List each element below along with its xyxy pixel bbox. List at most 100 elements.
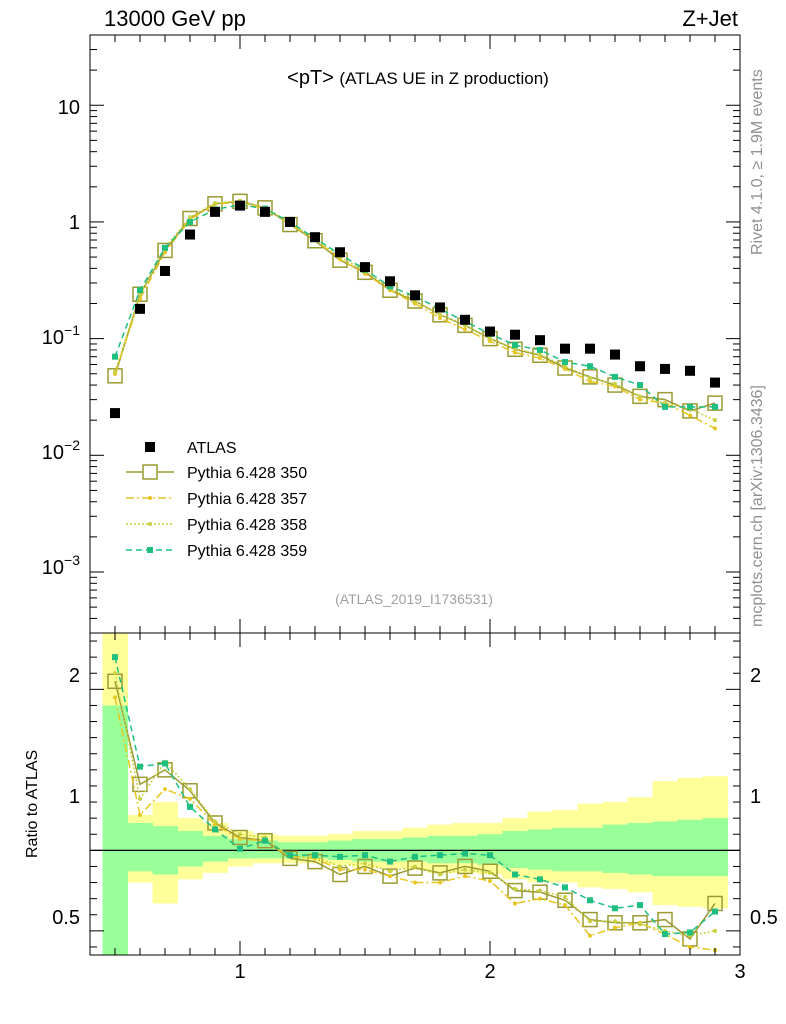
ratio-point-4 [287, 852, 293, 859]
main-series-line-4 [114, 204, 715, 408]
ratio-point-3 [138, 796, 142, 801]
main-series-line-2 [114, 201, 716, 430]
ratio-point-3 [588, 919, 592, 924]
ratio-point-4 [237, 845, 243, 852]
ratio-point-2 [163, 787, 167, 792]
main-point-2 [588, 379, 592, 384]
legend-marker-350 [142, 464, 158, 480]
band-green-bin [452, 835, 478, 864]
atlas-data-point [135, 303, 145, 314]
ratio-point-1 [357, 858, 373, 875]
y-tick-label-0.001: 10−3 [42, 552, 80, 579]
ratio-series-4 [112, 654, 718, 938]
atlas-data-point [260, 206, 270, 217]
main-point-1 [632, 388, 648, 405]
ratio-point-4 [437, 852, 443, 859]
legend-entry-atlas: ATLAS [145, 440, 237, 457]
analysis-id-label: (ATLAS_2019_I1736531) [335, 591, 493, 607]
ratio-y-tick-2: 2 [69, 665, 80, 687]
main-point-3 [538, 352, 542, 357]
main-point-4 [637, 382, 643, 389]
ratio-point-4 [712, 908, 718, 915]
legend-label-358: Pythia 6.428 358 [187, 517, 307, 534]
main-series-line-1 [114, 200, 716, 412]
ratio-point-2 [563, 903, 567, 908]
main-point-4 [137, 287, 143, 294]
ratio-point-1 [582, 911, 598, 928]
atlas-data-point [660, 363, 670, 374]
ratio-point-3 [563, 895, 567, 900]
main-point-2 [463, 327, 467, 332]
band-green-bin [677, 819, 703, 877]
ratio-y-tick-1-right: 1 [750, 786, 761, 808]
main-point-4 [562, 359, 568, 366]
band-green-bin [527, 829, 553, 870]
legend: ATLAS Pythia 6.428 350 Pythia 6.428 357 … [126, 440, 307, 560]
ratio-point-2 [388, 874, 392, 879]
ratio-point-1 [657, 911, 673, 928]
atlas-data-point [535, 335, 545, 346]
ratio-point-1 [507, 882, 523, 899]
legend-marker-atlas [145, 442, 155, 452]
ratio-point-3 [463, 867, 467, 872]
x-tick-label-1: 1 [234, 961, 245, 983]
main-point-2 [363, 271, 367, 276]
main-point-1 [157, 242, 173, 259]
ratio-point-3 [538, 888, 542, 893]
legend-label-357: Pythia 6.428 357 [187, 491, 307, 508]
main-point-4 [712, 403, 718, 410]
ratio-point-3 [113, 671, 117, 676]
atlas-data-point [410, 290, 420, 301]
main-point-3 [113, 369, 117, 374]
ratio-point-2 [613, 925, 617, 930]
ratio-point-4 [662, 931, 668, 938]
atlas-data-point [710, 377, 720, 388]
main-series-4 [112, 201, 718, 410]
rivet-version-label: Rivet 4.1.0, ≥ 1.9M events [749, 69, 766, 255]
plot-title-observable: <pT> [287, 67, 334, 89]
atlas-data-point [335, 247, 345, 258]
legend-label-359: Pythia 6.428 359 [187, 543, 307, 560]
ratio-point-4 [687, 929, 693, 936]
ratio-point-4 [162, 760, 168, 767]
ratio-y-tick-0.5: 0.5 [52, 907, 80, 929]
legend-marker-357 [148, 496, 152, 500]
legend-entry-357: Pythia 6.428 357 [126, 491, 307, 508]
main-point-3 [613, 381, 617, 386]
band-green-bin [552, 827, 578, 872]
ratio-point-4 [612, 905, 618, 912]
ratio-plot-series [107, 654, 723, 953]
ratio-point-4 [412, 853, 418, 860]
plot-title-description: (ATLAS UE in Z production) [339, 69, 548, 88]
atlas-data-point [210, 206, 220, 217]
ratio-point-4 [587, 897, 593, 904]
band-green-bin [177, 831, 203, 867]
ratio-y-axis-labels: 2 1 0.5 2 1 0.5 [52, 665, 778, 929]
ratio-point-2 [438, 880, 442, 885]
main-point-1 [582, 369, 598, 385]
band-green-bin [702, 818, 728, 877]
legend-entry-359: Pythia 6.428 359 [126, 543, 307, 560]
ratio-y-tick-2-right: 2 [750, 665, 761, 687]
ratio-point-4 [312, 852, 318, 859]
atlas-data-point [635, 361, 645, 372]
ratio-point-1 [457, 858, 473, 875]
axis-ticks [89, 34, 741, 955]
ratio-point-2 [113, 695, 117, 700]
main-point-4 [587, 363, 593, 370]
main-point-4 [662, 403, 668, 410]
main-point-4 [537, 346, 543, 353]
main-point-2 [513, 350, 517, 355]
main-series-1 [107, 193, 723, 419]
ratio-point-3 [713, 928, 717, 933]
main-point-4 [687, 403, 693, 410]
ratio-point-2 [538, 896, 542, 901]
ratio-point-3 [413, 864, 417, 869]
atlas-data-point [385, 276, 395, 287]
atlas-data-point [435, 302, 445, 313]
atlas-data-point [485, 326, 495, 337]
main-point-3 [138, 292, 142, 297]
ratio-point-2 [488, 878, 492, 883]
main-point-3 [713, 418, 717, 423]
